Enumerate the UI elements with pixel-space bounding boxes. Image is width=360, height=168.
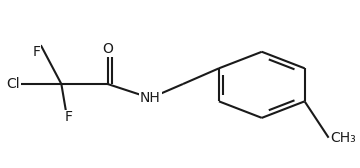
- Text: F: F: [33, 45, 41, 59]
- Text: NH: NH: [140, 91, 161, 105]
- Text: CH₃: CH₃: [330, 131, 356, 145]
- Text: F: F: [64, 111, 72, 124]
- Text: O: O: [102, 42, 113, 56]
- Text: Cl: Cl: [6, 77, 20, 91]
